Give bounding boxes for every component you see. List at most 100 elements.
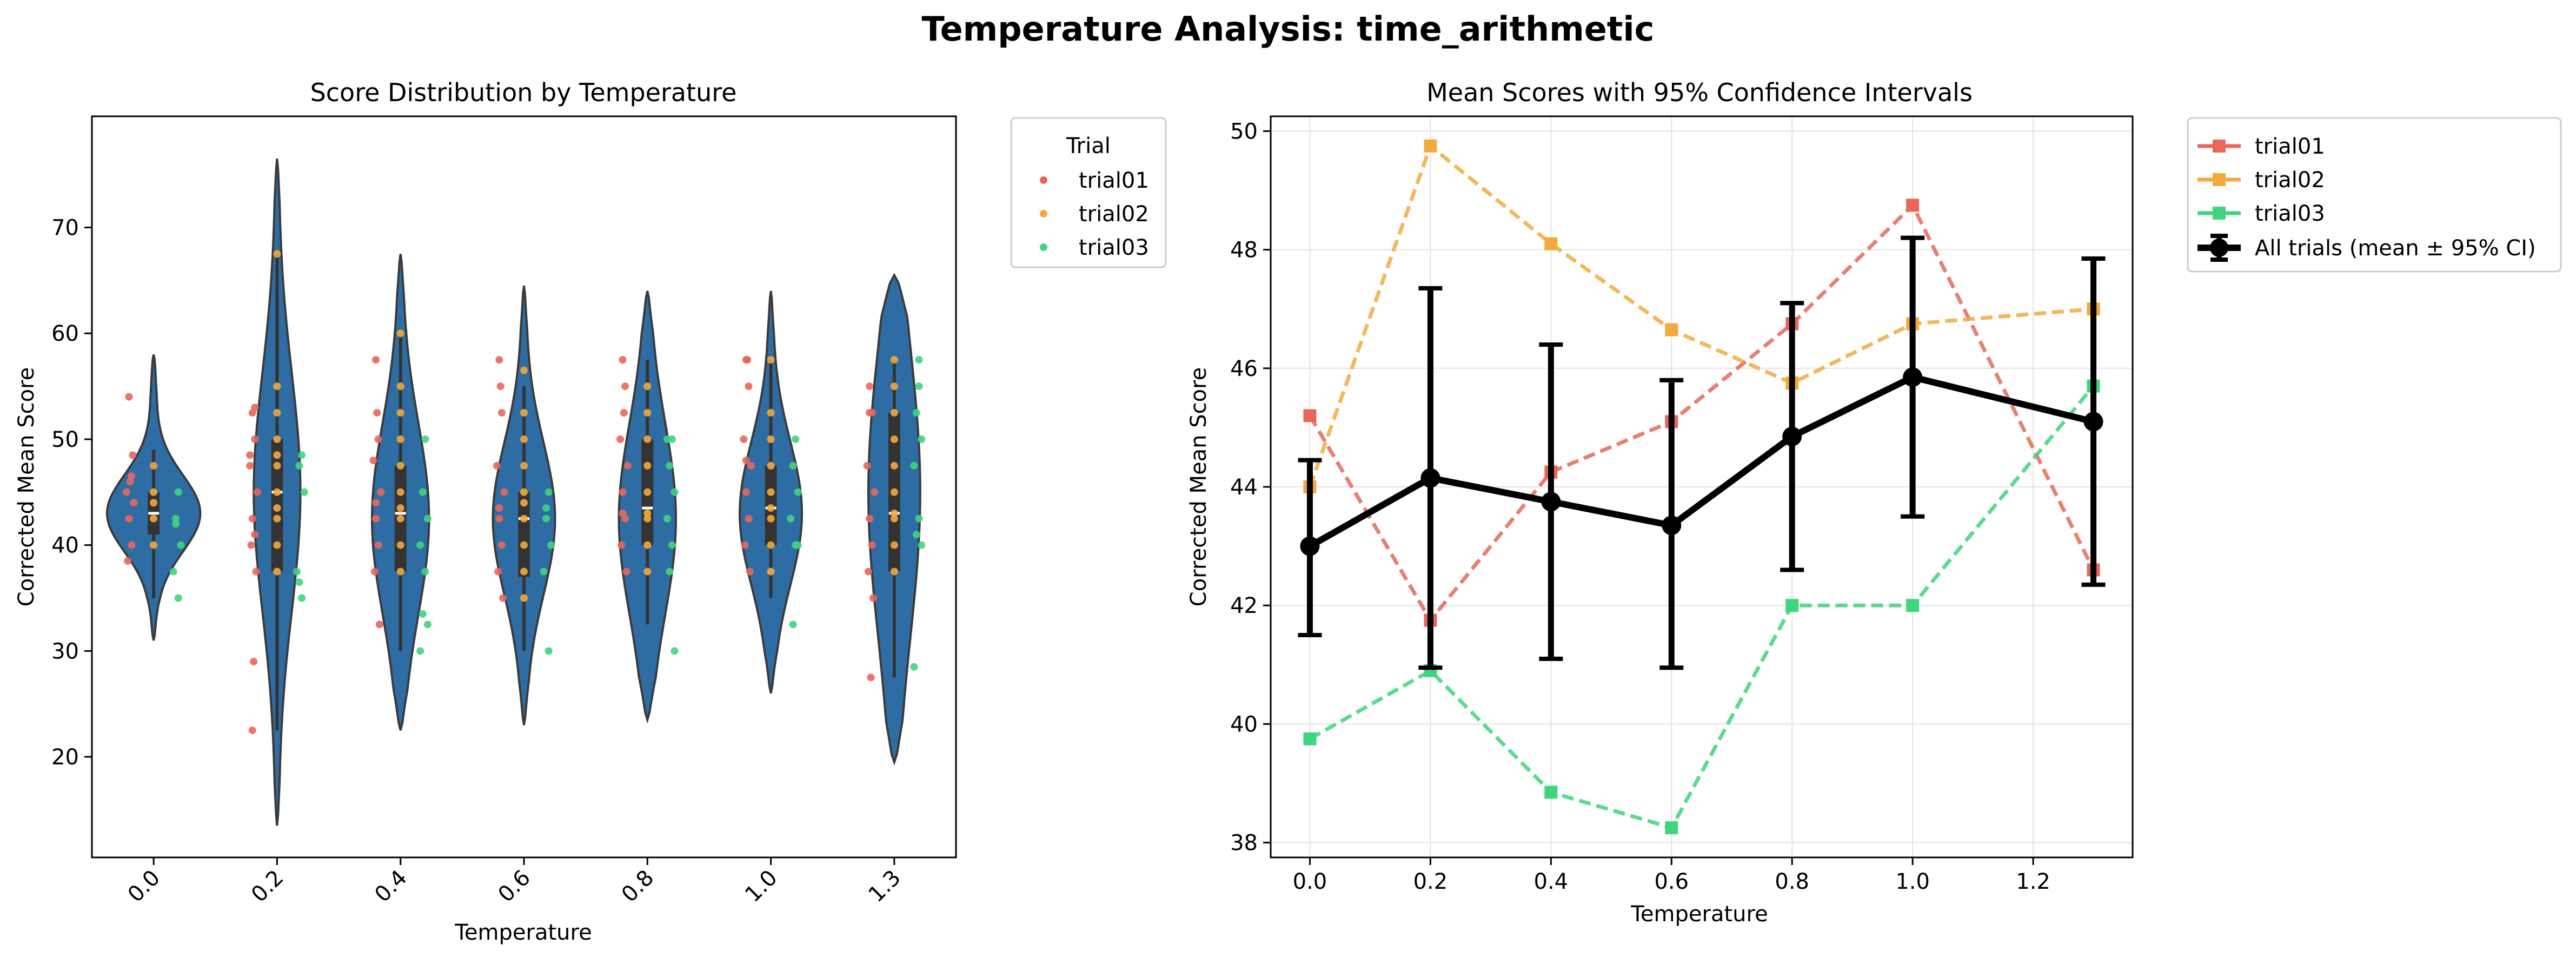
data-point-trial02 (273, 504, 281, 512)
mean-ci-legend-frame (2187, 117, 2562, 273)
data-point-trial03 (300, 488, 308, 496)
data-point-trial01 (253, 488, 261, 496)
y-tick-label: 20 (51, 745, 79, 770)
data-point-trial01 (742, 488, 750, 496)
data-point-trial01 (869, 594, 877, 602)
series-marker-trial02 (1665, 323, 1678, 336)
data-point-trial03 (295, 578, 303, 586)
series-marker-trial02 (1544, 237, 1558, 250)
data-point-trial02 (890, 435, 898, 443)
series-marker-all-trials (1541, 492, 1561, 512)
data-point-trial03 (666, 567, 674, 576)
data-point-trial01 (374, 541, 382, 549)
data-point-trial01 (622, 567, 630, 576)
data-point-trial02 (273, 382, 281, 391)
legend-marker-all-trials (2210, 239, 2228, 257)
data-point-trial02 (150, 499, 158, 507)
data-point-trial03 (910, 663, 918, 671)
data-point-trial02 (767, 504, 775, 512)
legend-label-trial01: trial01 (1079, 168, 1149, 193)
data-point-trial02 (767, 435, 775, 443)
series-marker-all-trials (1300, 536, 1320, 556)
data-point-trial03 (293, 567, 301, 576)
data-point-trial03 (172, 520, 180, 528)
y-tick-label: 48 (1230, 238, 1258, 263)
data-point-trial01 (746, 567, 754, 576)
data-point-trial01 (741, 541, 749, 549)
violin-iqr-box (518, 492, 530, 577)
data-point-trial01 (375, 620, 383, 629)
x-tick-label: 0.2 (1413, 869, 1448, 894)
violin-chart-title: Score Distribution by Temperature (310, 78, 737, 107)
data-point-trial01 (374, 435, 382, 443)
data-point-trial03 (172, 514, 180, 523)
data-point-trial03 (295, 461, 303, 470)
data-point-trial03 (174, 594, 182, 602)
data-point-trial02 (643, 514, 652, 523)
data-point-trial02 (396, 435, 404, 443)
y-tick-label: 42 (1230, 593, 1258, 618)
data-point-trial02 (520, 461, 528, 470)
data-point-trial03 (918, 435, 926, 443)
data-point-trial01 (247, 541, 255, 549)
data-point-trial01 (494, 567, 502, 576)
data-point-trial01 (370, 567, 379, 576)
data-point-trial03 (910, 461, 918, 470)
data-point-trial03 (547, 541, 555, 549)
data-point-trial02 (150, 461, 158, 470)
data-point-trial02 (520, 409, 528, 417)
data-point-trial01 (867, 674, 875, 682)
data-point-trial03 (542, 514, 550, 523)
legend-label-trial03: trial03 (2255, 201, 2325, 226)
data-point-trial01 (500, 488, 508, 496)
data-point-trial01 (122, 488, 130, 496)
data-point-trial01 (250, 657, 258, 665)
data-point-trial03 (794, 541, 802, 549)
data-point-trial02 (890, 488, 898, 496)
data-point-trial02 (643, 567, 652, 576)
mean-ci-chart: Mean Scores with 95% Confidence Interval… (1186, 78, 2562, 927)
data-point-trial01 (620, 409, 628, 417)
data-point-trial02 (396, 329, 404, 338)
data-point-trial03 (419, 610, 427, 618)
data-point-trial01 (863, 461, 871, 470)
mean-ci-chart-title: Mean Scores with 95% Confidence Interval… (1426, 78, 1973, 107)
data-point-trial01 (619, 488, 627, 496)
data-point-trial02 (643, 509, 652, 517)
data-point-trial01 (866, 514, 874, 523)
data-point-trial02 (396, 514, 404, 523)
data-point-trial03 (169, 567, 177, 576)
data-point-trial02 (273, 250, 281, 258)
data-point-trial02 (767, 461, 775, 470)
data-point-trial01 (619, 509, 627, 517)
series-marker-trial01 (1906, 199, 1920, 212)
data-point-trial03 (298, 594, 306, 602)
data-point-trial02 (150, 488, 158, 496)
data-point-trial02 (520, 541, 528, 549)
data-point-trial01 (866, 409, 874, 417)
mean-ci-y-axis: 38 40 42 44 46 48 50 (1230, 119, 1271, 856)
data-point-trial02 (520, 514, 528, 523)
data-point-trial01 (125, 514, 133, 523)
data-point-trial03 (177, 541, 185, 549)
data-point-trial02 (890, 541, 898, 549)
data-point-trial02 (767, 488, 775, 496)
series-marker-all-trials (1782, 426, 1802, 446)
legend-label-trial02: trial02 (1079, 202, 1149, 227)
data-point-trial02 (520, 435, 528, 443)
data-point-trial01 (128, 541, 136, 549)
mean-ci-plot-area (1298, 139, 2106, 835)
figure-title: Temperature Analysis: time_arithmetic (922, 9, 1655, 49)
y-tick-label: 46 (1230, 356, 1258, 381)
violin-legend: Trial trial01 trial02 trial03 (1010, 117, 1167, 268)
legend-label-trial02: trial02 (2255, 168, 2325, 193)
data-point-trial01 (499, 594, 507, 602)
data-point-trial02 (273, 488, 281, 496)
data-point-trial03 (668, 541, 676, 549)
data-point-trial02 (890, 509, 898, 517)
data-point-trial02 (643, 409, 652, 417)
legend-marker-trial02 (2213, 173, 2226, 186)
series-marker-all-trials (2083, 412, 2103, 432)
data-point-trial03 (666, 461, 674, 470)
